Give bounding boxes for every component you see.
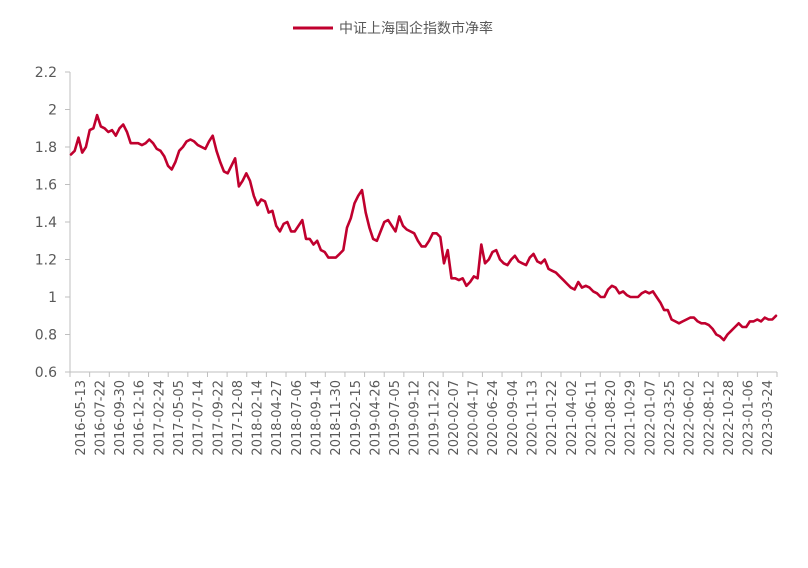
- y-tick-label: 1.2: [35, 253, 57, 269]
- x-tick-label: 2017-12-08: [231, 380, 246, 456]
- y-tick-label: 2.2: [35, 65, 57, 81]
- legend: 中证上海国企指数市净率: [293, 20, 493, 37]
- y-tick-label: 0.8: [35, 328, 57, 344]
- x-tick-label: 2016-05-13: [74, 380, 89, 456]
- x-tick-label: 2020-02-07: [447, 380, 462, 456]
- y-tick-label: 1.6: [35, 178, 57, 194]
- y-tick-label: 0.6: [35, 365, 57, 381]
- x-tick-label: 2023-01-06: [742, 380, 757, 456]
- x-tick-label: 2021-01-22: [545, 380, 560, 456]
- y-tick-label: 2: [48, 103, 57, 119]
- x-tick-label: 2019-02-15: [349, 380, 364, 456]
- x-tick-label: 2018-07-06: [290, 380, 305, 456]
- x-tick-label: 2020-06-24: [486, 380, 501, 456]
- x-tick-label: 2018-09-14: [309, 380, 324, 456]
- x-tick-label: 2018-11-30: [329, 380, 344, 456]
- y-tick-label: 1.4: [35, 215, 57, 231]
- x-tick-label: 2022-01-07: [643, 380, 658, 456]
- y-tick-label: 1: [48, 290, 57, 306]
- x-tick-label: 2021-08-20: [604, 380, 619, 456]
- series-line-0: [69, 113, 778, 342]
- x-tick-label: 2020-11-13: [526, 380, 541, 456]
- x-tick-label: 2017-07-14: [192, 380, 207, 456]
- x-tick-label: 2023-03-24: [761, 380, 776, 456]
- x-tick-label: 2020-09-04: [506, 380, 521, 456]
- x-tick-label: 2021-10-29: [624, 380, 639, 456]
- x-tick-label: 2021-04-02: [565, 380, 580, 456]
- x-tick-label: 2016-07-22: [93, 380, 108, 456]
- x-tick-label: 2022-10-28: [722, 380, 737, 456]
- x-tick-label: 2022-03-25: [663, 380, 678, 456]
- x-tick-label: 2016-12-16: [133, 380, 148, 456]
- x-tick-label: 2017-05-05: [172, 380, 187, 456]
- x-tick-label: 2017-02-24: [152, 380, 167, 456]
- x-tick-label: 2018-02-14: [251, 380, 266, 456]
- x-tick-label: 2019-09-12: [408, 380, 423, 456]
- x-tick-label: 2018-04-27: [270, 380, 285, 456]
- plot-area: [69, 113, 778, 342]
- x-tick-label: 2019-07-05: [388, 380, 403, 456]
- x-tick-label: 2016-09-30: [113, 380, 128, 456]
- x-tick-label: 2021-06-11: [584, 380, 599, 456]
- y-axis: 0.6 0.8 1 1.2 1.4 1.6 1.8 2 2.2: [35, 65, 71, 381]
- x-tick-label: 2020-04-17: [467, 380, 482, 456]
- x-tick-label: 2022-08-12: [702, 380, 717, 456]
- y-tick-label: 1.8: [35, 140, 57, 156]
- x-tick-label: 2022-06-02: [683, 380, 698, 456]
- legend-label: 中证上海国企指数市净率: [339, 20, 493, 37]
- x-axis: 2016-05-13 2016-07-22 2016-09-30 2016-12-16…: [69, 371, 778, 456]
- x-tick-label: 2019-11-22: [427, 380, 442, 456]
- x-tick-label: 2017-09-22: [211, 380, 226, 456]
- x-tick-label: 2019-04-26: [368, 380, 383, 456]
